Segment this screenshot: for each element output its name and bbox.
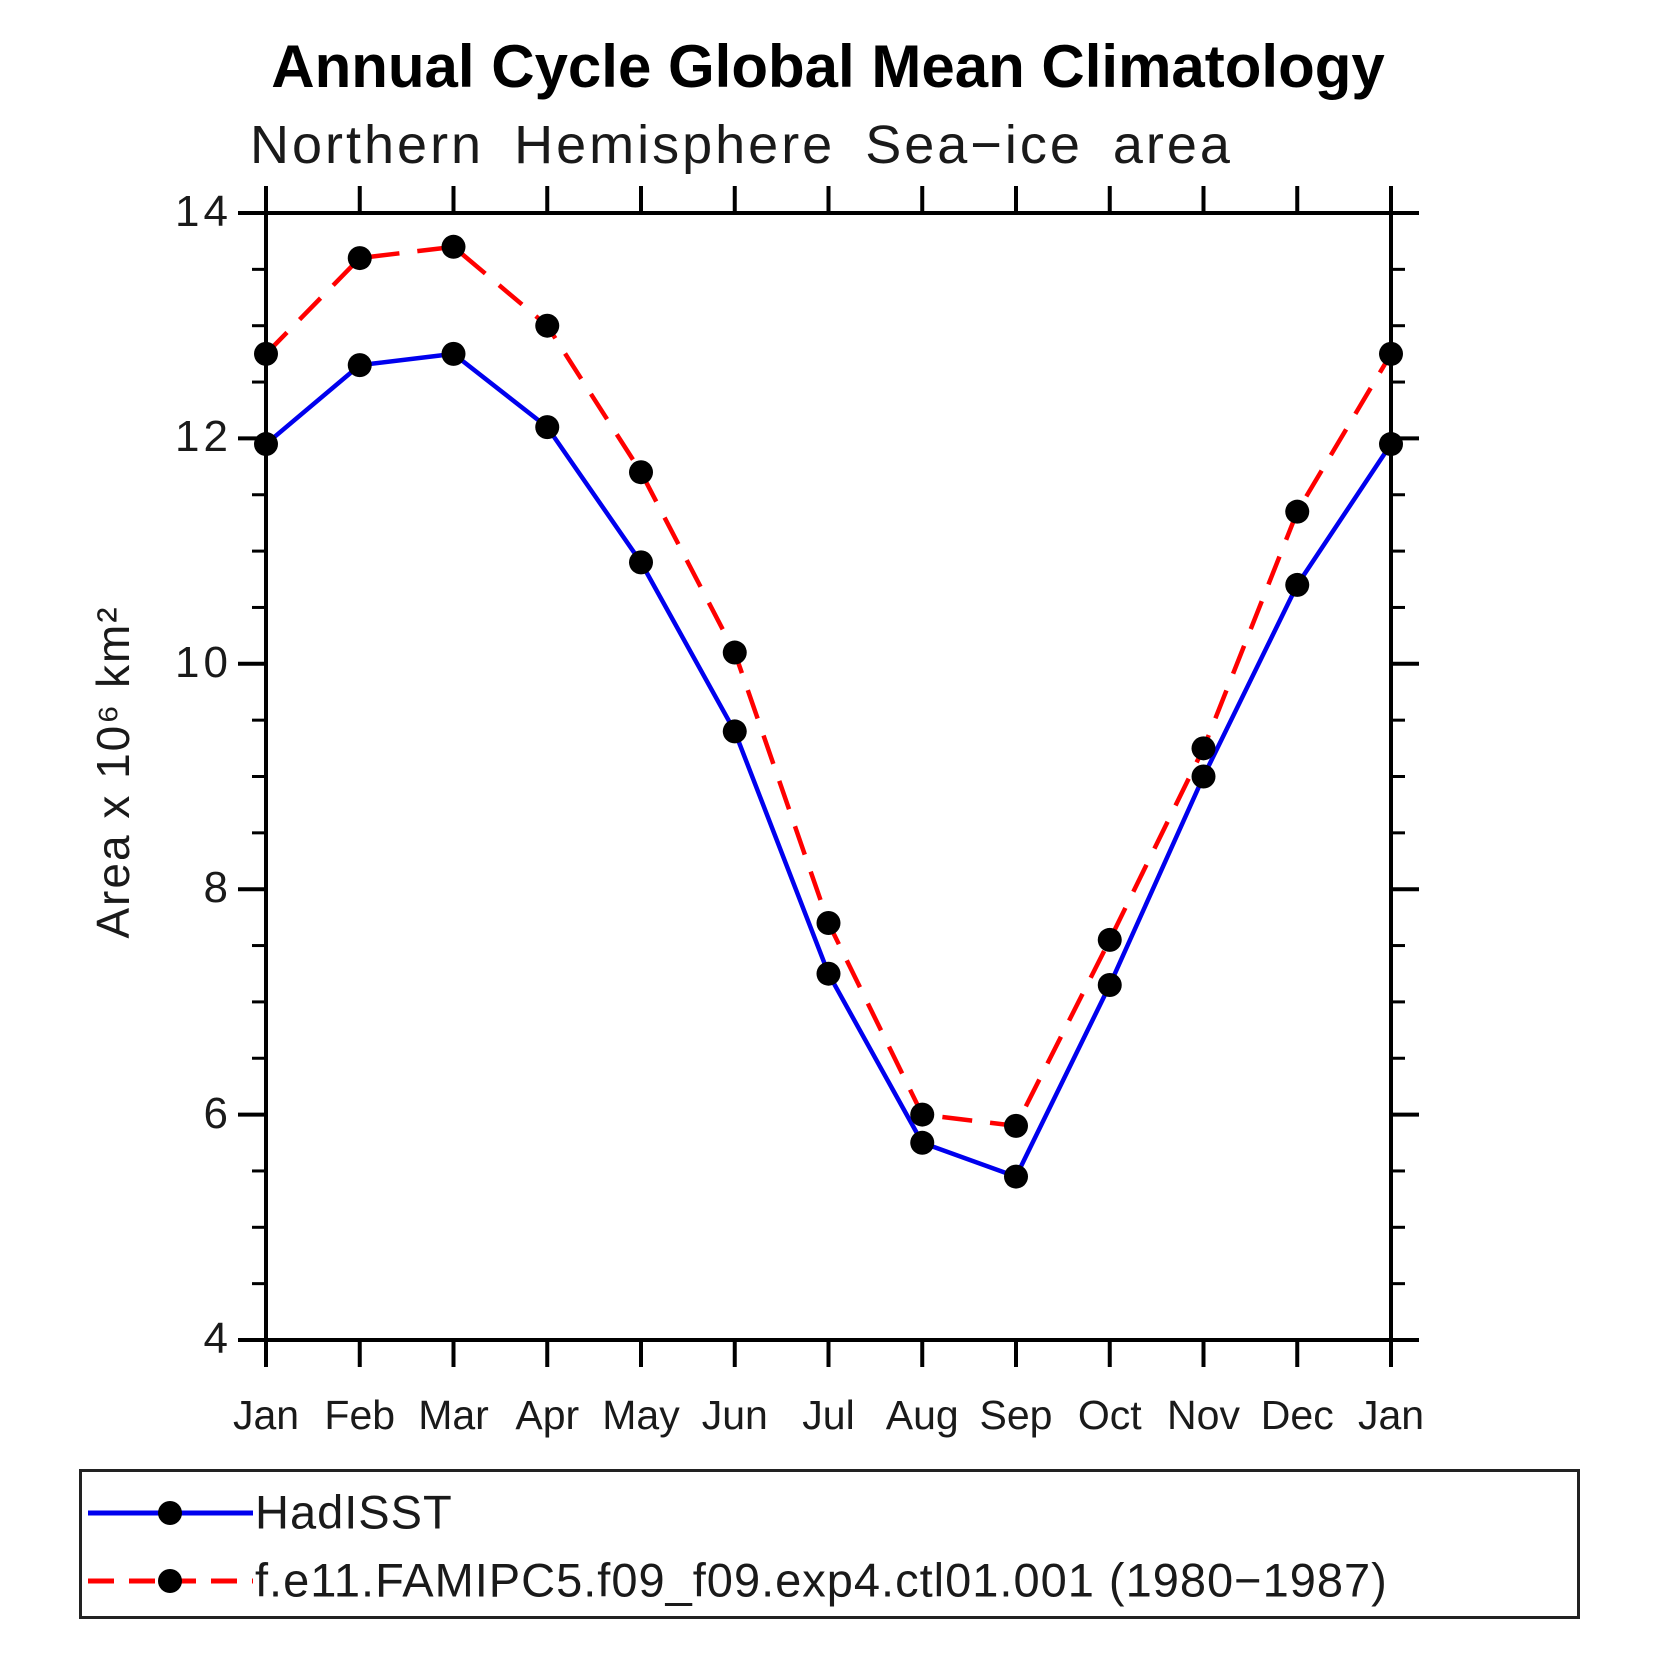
x-tick-label: Mar bbox=[418, 1392, 489, 1438]
data-point-marker bbox=[535, 415, 560, 440]
plot-frame bbox=[264, 211, 1393, 1342]
legend-label-model: f.e11.FAMIPC5.f09_f09.exp4.ctl01.001 (19… bbox=[255, 1553, 1388, 1607]
x-tick-label: Feb bbox=[324, 1392, 396, 1438]
data-point-marker bbox=[1004, 1113, 1028, 1138]
data-point-marker bbox=[629, 550, 653, 575]
data-point-marker bbox=[1379, 341, 1403, 366]
data-point-marker bbox=[1097, 927, 1122, 952]
legend-box: HadISST f.e11.FAMIPC5.f09_f09.exp4.ctl01… bbox=[79, 1469, 1580, 1619]
data-point-marker bbox=[441, 234, 466, 259]
legend-line-sample-hadisst bbox=[88, 1489, 256, 1542]
series-line-hadisst bbox=[264, 351, 1393, 1180]
x-tick-label: May bbox=[602, 1392, 680, 1438]
data-point-marker bbox=[722, 719, 747, 744]
data-point-marker bbox=[535, 313, 560, 338]
legend-sample-marker bbox=[158, 1569, 182, 1593]
y-tick-label: 6 bbox=[203, 1088, 232, 1138]
y-tick-label: 12 bbox=[175, 412, 232, 462]
data-point-marker bbox=[1285, 572, 1310, 597]
x-tick-label: Apr bbox=[515, 1392, 580, 1438]
x-tick-label: Jun bbox=[701, 1392, 768, 1438]
x-tick-label: Nov bbox=[1167, 1392, 1240, 1438]
y-tick-label: 8 bbox=[203, 863, 232, 913]
chart-subtitle: Northern Hemisphere Sea−ice area bbox=[250, 115, 1233, 175]
legend-sample-svg bbox=[88, 1569, 253, 1593]
x-tick-label: Aug bbox=[885, 1392, 959, 1438]
x-tick-label: Jul bbox=[802, 1392, 855, 1438]
data-point-marker bbox=[910, 1102, 935, 1127]
y-tick-label: 14 bbox=[175, 187, 232, 236]
x-tick-label: Oct bbox=[1077, 1392, 1142, 1438]
data-point-marker bbox=[1191, 736, 1216, 761]
legend-sample-svg bbox=[88, 1501, 253, 1525]
data-point-marker bbox=[816, 961, 841, 986]
legend-sample-marker bbox=[158, 1501, 182, 1525]
y-tick-label: 10 bbox=[175, 637, 232, 687]
data-point-marker bbox=[1097, 972, 1122, 997]
data-point-marker bbox=[347, 353, 372, 378]
data-point-marker bbox=[910, 1130, 935, 1155]
data-point-marker bbox=[816, 911, 841, 936]
data-point-marker bbox=[1379, 432, 1403, 457]
x-tick-label: Jan bbox=[1357, 1392, 1425, 1438]
data-point-marker bbox=[254, 432, 278, 457]
y-tick-label: 4 bbox=[203, 1314, 232, 1363]
data-point-marker bbox=[254, 341, 278, 366]
data-point-marker bbox=[722, 640, 747, 665]
x-tick-label: Dec bbox=[1260, 1392, 1334, 1438]
data-point-marker bbox=[1285, 499, 1310, 524]
series-line-model bbox=[264, 244, 1393, 1129]
x-tick-label: Jan bbox=[232, 1392, 300, 1438]
data-point-marker bbox=[347, 246, 372, 271]
data-point-marker bbox=[441, 341, 466, 366]
chart-title: Annual Cycle Global Mean Climatology bbox=[271, 33, 1385, 100]
x-tick-label: Sep bbox=[979, 1392, 1053, 1438]
data-point-marker bbox=[1191, 764, 1216, 789]
data-point-marker bbox=[1004, 1164, 1028, 1189]
data-point-marker bbox=[629, 460, 653, 485]
legend-label-hadisst: HadISST bbox=[255, 1485, 453, 1539]
y-axis-title: Area x 10⁶ km² bbox=[87, 605, 139, 939]
legend-line-sample-model bbox=[88, 1557, 256, 1610]
